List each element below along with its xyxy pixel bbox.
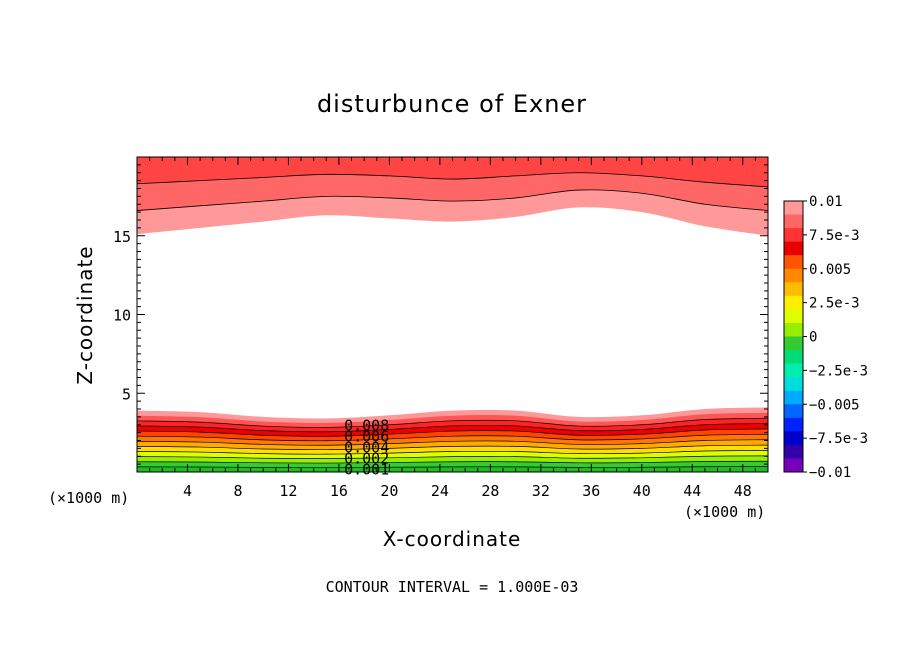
colorbar-swatch: [784, 458, 803, 473]
colorbar-label: 0: [809, 330, 817, 346]
contour-label: 0.002: [344, 450, 389, 468]
bottom-contour-line-7: [137, 444, 768, 451]
x-tick-label: 16: [330, 482, 348, 500]
top-contour-line-0: [137, 189, 768, 211]
colorbar-swatch: [784, 444, 803, 459]
colorbar-swatch: [784, 390, 803, 405]
x-tick-label: 24: [431, 482, 449, 500]
colorbar-swatch: [784, 295, 803, 310]
contour-label: 0.001: [344, 461, 389, 479]
bottom-contour-line-2: [137, 417, 768, 428]
x-tick-label: 28: [481, 482, 499, 500]
x-tick-label: 20: [380, 482, 398, 500]
bottom-contour-line-5: [137, 433, 768, 442]
colorbar-label: 7.5e-3: [809, 228, 860, 244]
x-unit-left: (×1000 m): [48, 489, 129, 507]
colorbar-label: −2.5e-3: [809, 363, 868, 379]
bottom-contour-line-11: [137, 466, 768, 468]
chart-title: disturbunce of Exner: [317, 90, 587, 118]
x-tick-label: 32: [532, 482, 550, 500]
colorbar-swatch: [784, 404, 803, 419]
y-tick-label: 10: [113, 307, 131, 325]
colorbar-swatch: [784, 336, 803, 351]
colorbar-swatch: [784, 228, 803, 243]
x-tick-label: 12: [279, 482, 297, 500]
x-tick-label: 44: [683, 482, 701, 500]
bottom-contour-line-9: [137, 455, 768, 459]
bottom-contour-line-10: [137, 460, 768, 464]
x-tick-label: 4: [183, 482, 192, 500]
y-axis-label: Z-coordinate: [73, 245, 97, 384]
bottom-contour-line-4: [137, 428, 768, 437]
colorbar-swatch: [784, 431, 803, 446]
contour-label: 0.006: [344, 428, 389, 446]
colorbar-label: −0.01: [809, 465, 851, 481]
bottom-contour-line-3: [137, 423, 768, 433]
colorbar-swatch: [784, 255, 803, 270]
x-tick-label: 48: [734, 482, 752, 500]
y-tick-label: 5: [122, 385, 131, 403]
colorbar-swatch: [784, 363, 803, 378]
colorbar-swatch: [784, 201, 803, 216]
x-unit-right: (×1000 m): [684, 503, 765, 521]
x-axis-label: X-coordinate: [383, 527, 522, 551]
colorbar-swatch: [784, 268, 803, 283]
colorbar-swatch: [784, 377, 803, 392]
contour-label: 0.008: [344, 417, 389, 435]
colorbar-swatch: [784, 417, 803, 432]
top-band-2: [137, 157, 768, 187]
colorbar-swatch: [784, 309, 803, 324]
colorbar-label: 0.01: [809, 194, 843, 210]
colorbar: 0.01 7.5e-3 0.005 2.5e-3 0 −2.5e-3 −0.005 −7.5e…: [783, 194, 868, 481]
colorbar-swatch: [784, 350, 803, 365]
x-tick-label: 8: [233, 482, 242, 500]
colorbar-label: −0.005: [809, 397, 860, 413]
colorbar-swatch: [784, 241, 803, 256]
colorbar-label: 2.5e-3: [809, 296, 860, 312]
colorbar-label: −7.5e-3: [809, 431, 868, 447]
contour-interval-note: CONTOUR INTERVAL = 1.000E-03: [326, 578, 579, 596]
colorbar-swatch: [784, 282, 803, 297]
bottom-contour-line-6: [137, 439, 768, 446]
colorbar-swatch: [784, 214, 803, 229]
y-tick-label: 15: [113, 228, 131, 246]
contour-label: 0.004: [344, 439, 389, 457]
colorbar-label: 0.005: [809, 262, 851, 278]
colorbar-swatch: [784, 322, 803, 337]
bottom-contour-line-8: [137, 450, 768, 455]
x-tick-label: 36: [582, 482, 600, 500]
top-contour-line-1: [137, 172, 768, 188]
x-tick-label: 40: [633, 482, 651, 500]
